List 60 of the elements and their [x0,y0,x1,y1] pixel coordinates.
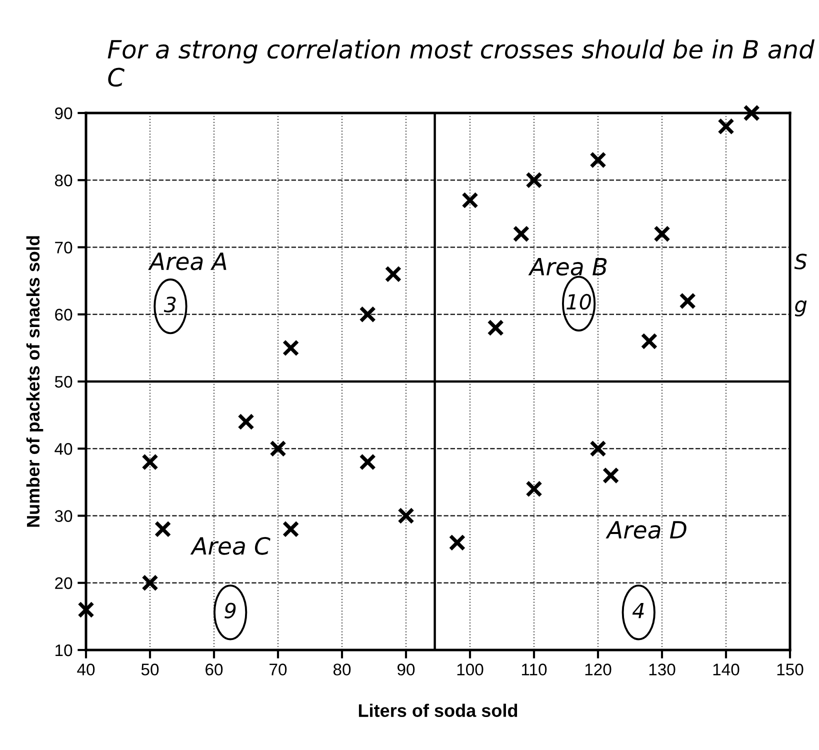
point [448,534,466,551]
point [359,306,376,323]
y-tick-label: 70 [55,242,72,254]
y-axis-title: Number of packets of snacks sold [26,236,44,527]
point [487,319,504,336]
x-tick-label: 110 [522,664,547,676]
x-tick-label: 70 [270,664,287,676]
annotation: Area D [606,521,686,539]
point [590,440,606,458]
annotation: Area A [148,252,226,270]
point [154,520,172,538]
point [270,440,286,458]
y-tick-label: 90 [55,107,72,120]
x-tick-label: 130 [649,664,676,676]
point [78,601,94,618]
y-tick-label: 50 [54,376,72,388]
annotation: Area B [528,258,607,276]
x-tick-label: 40 [77,664,95,676]
text: For a strong correlation most crosses should be in B and C [108,39,815,87]
x-tick-label: 150 [777,664,804,676]
y-tick-label: 20 [55,577,72,590]
x-tick-label: 140 [713,664,740,676]
point [462,192,478,209]
point [398,507,414,524]
point [359,454,376,470]
y-tick-label: 40 [54,443,72,455]
x-tick-label: 80 [333,664,351,676]
point [142,454,158,470]
x-axis-title: Liters of soda sold [358,704,518,717]
annotation: 4 [632,602,644,618]
point [512,225,530,242]
annotation: 10 [566,294,592,310]
point [743,104,760,122]
point [718,118,734,135]
annotation: Area C [190,536,270,555]
point [640,332,658,350]
x-tick-label: 60 [206,664,223,676]
y-tick-label: 30 [54,510,72,522]
point [526,172,542,189]
point [602,467,620,484]
x-tick-label: 120 [585,664,612,676]
y-tick-label: 60 [55,308,72,321]
x-tick-label: 50 [141,664,159,676]
x-tick-label: 90 [398,664,415,676]
annotation: 3 [164,296,176,312]
text: g [794,300,807,316]
point [282,340,300,356]
text: S [794,254,807,270]
annotation: 9 [224,602,236,618]
point [679,292,696,310]
point [654,225,670,242]
point [282,520,300,538]
point [142,574,158,592]
y-tick-label: 10 [56,644,72,656]
point [384,266,402,282]
x-tick-label: 100 [457,664,484,676]
point [526,480,542,498]
point [590,152,606,168]
point [238,413,254,430]
y-tick-label: 80 [54,174,72,186]
